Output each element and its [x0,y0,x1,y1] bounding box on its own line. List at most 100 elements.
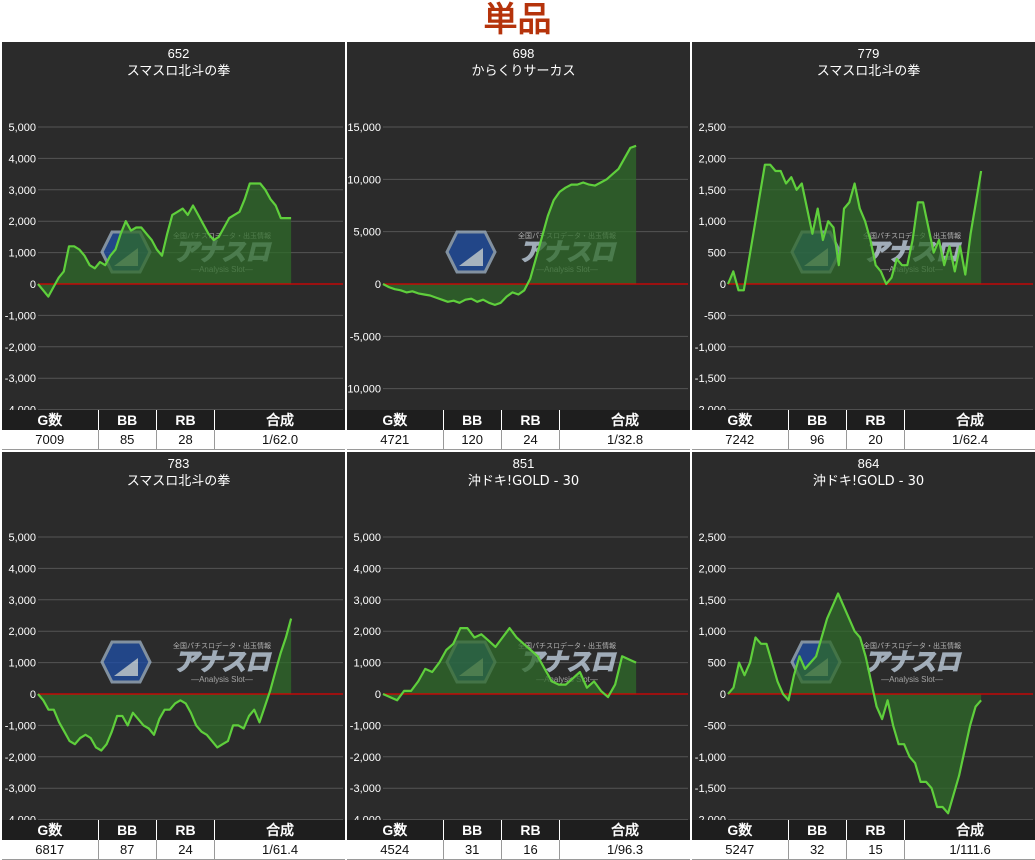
bb-value: 85 [97,430,157,450]
chart-svg: 652スマスロ北斗の拳-5,000-4,000-3,000-2,000-1,00… [2,42,345,410]
games-value: 4721 [347,430,444,450]
chart-svg: 779スマスロ北斗の拳-2,500-2,000-1,500-1,000-5000… [692,42,1035,410]
y-tick-label: 3,000 [353,595,381,607]
y-tick-label: 2,000 [698,153,726,165]
stats-table: G数 BB RB 合成 7009 85 28 1/62.0 [2,410,345,450]
stats-header-row: G数 BB RB 合成 [692,820,1035,840]
watermark-tagline: 全国パチスロデータ・出玉情報 [518,641,616,650]
watermark-brand: アナスロ [864,648,962,676]
y-tick-label: 500 [708,658,726,670]
watermark-subtitle: —Analysis Slot— [191,675,253,684]
machine-title: からくりサーカス [471,64,575,79]
y-tick-label: 3,000 [8,185,36,197]
rb-value: 16 [500,840,560,860]
watermark-subtitle: —Analysis Slot— [536,675,598,684]
y-tick-label: 1,000 [698,626,726,638]
y-tick-label: 2,000 [698,563,726,575]
y-tick-label: -2,000 [350,752,381,764]
machine-number: 698 [513,46,535,61]
bb-value: 31 [442,840,502,860]
stats-table: G数 BB RB 合成 6817 87 24 1/61.4 [2,820,345,860]
watermark-triangle-icon [114,658,138,676]
chart-svg: 783スマスロ北斗の拳-5,000-4,000-3,000-2,000-1,00… [2,452,345,820]
series-line [382,144,637,306]
y-tick-label: -4,000 [5,405,36,410]
series-area [383,628,637,701]
y-tick-label: -1,500 [695,373,726,385]
page-title: 単品 [483,0,552,40]
header-bb: BB [97,410,157,430]
stats-table: G数 BB RB 合成 4721 120 24 1/32.8 [347,410,690,450]
machine-number: 652 [168,46,190,61]
machine-number: 783 [168,456,190,471]
y-tick-label: 2,500 [698,122,726,134]
series-line [37,182,292,298]
y-tick-label: -5,000 [350,331,381,343]
games-value: 7242 [692,430,789,450]
stats-value-row: 6817 87 24 1/61.4 [2,840,345,860]
bb-value: 32 [787,840,847,860]
chart-background [692,452,1035,820]
y-tick-label: 0 [30,689,36,701]
combined-value: 1/111.6 [904,840,1035,860]
machine-title: 沖ドキ!GOLD - 30 [468,474,579,489]
header-bb: BB [787,820,847,840]
header-rb: RB [845,820,905,840]
y-tick-label: 0 [720,689,726,701]
stats-value-row: 4721 120 24 1/32.8 [347,430,690,450]
y-tick-label: -2,000 [5,342,36,354]
chart-panel-783: 783スマスロ北斗の拳-5,000-4,000-3,000-2,000-1,00… [2,452,345,860]
y-tick-label: 0 [720,279,726,291]
y-tick-label: -3,000 [5,783,36,795]
series-line [382,627,637,702]
y-tick-label: 10,000 [347,174,381,186]
y-tick-label: 5,000 [353,532,381,544]
chart-svg: 698からくりサーカス-15,000-10,000-5,00005,00010,… [347,42,690,410]
stats-value-row: 5247 32 15 1/111.6 [692,840,1035,860]
combined-value: 1/32.8 [559,430,690,450]
machine-title: スマスロ北斗の拳 [127,473,231,489]
bb-value: 96 [787,430,847,450]
y-tick-label: -2,000 [695,815,726,820]
header-combined: 合成 [214,820,345,840]
chart-background [347,452,690,820]
y-tick-label: 1,500 [698,595,726,607]
bb-value: 87 [97,840,157,860]
y-tick-label: -1,000 [695,752,726,764]
y-tick-label: 500 [708,248,726,260]
y-tick-label: -4,000 [5,815,36,820]
stats-header-row: G数 BB RB 合成 [2,820,345,840]
series-area [38,183,292,297]
bb-value: 120 [442,430,502,450]
y-tick-label: -3,000 [350,783,381,795]
combined-value: 1/61.4 [214,840,345,860]
y-tick-label: -1,500 [695,783,726,795]
combined-value: 1/96.3 [559,840,690,860]
y-tick-label: -1,000 [5,310,36,322]
y-tick-label: 4,000 [8,153,36,165]
y-tick-label: -500 [704,720,726,732]
y-tick-label: 1,000 [353,658,381,670]
header-rb: RB [155,820,215,840]
rb-value: 24 [500,430,560,450]
stats-value-row: 4524 31 16 1/96.3 [347,840,690,860]
series-line [727,592,982,815]
header-combined: 合成 [559,820,690,840]
y-tick-label: 0 [375,689,381,701]
chart-panel-779: 779スマスロ北斗の拳-2,500-2,000-1,500-1,000-5000… [692,42,1035,450]
header-bb: BB [442,410,502,430]
y-tick-label: 1,500 [698,185,726,197]
y-tick-label: 15,000 [347,122,381,134]
y-tick-label: 3,000 [8,595,36,607]
y-tick-label: -1,000 [695,342,726,354]
stats-table: G数 BB RB 合成 7242 96 20 1/62.4 [692,410,1035,450]
stats-table: G数 BB RB 合成 5247 32 15 1/111.6 [692,820,1035,860]
y-tick-label: -1,000 [5,720,36,732]
combined-value: 1/62.4 [904,430,1035,450]
y-tick-label: 0 [30,279,36,291]
machine-title: スマスロ北斗の拳 [127,63,231,79]
